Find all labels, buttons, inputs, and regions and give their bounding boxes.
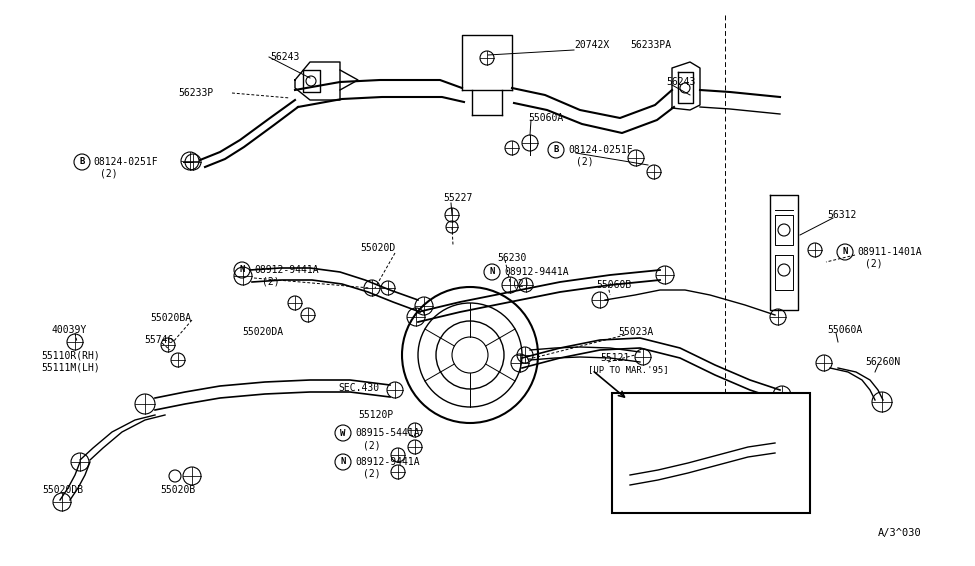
Text: [UP TO MAR.'95]: [UP TO MAR.'95] [588, 366, 669, 375]
Text: 56260N: 56260N [865, 357, 900, 367]
Bar [612, 393, 810, 513]
Text: (2): (2) [512, 279, 529, 289]
Text: (2): (2) [100, 169, 118, 179]
Text: 20742X: 20742X [574, 40, 609, 50]
Text: 55020DB: 55020DB [42, 485, 83, 495]
Text: 08912-9441A: 08912-9441A [355, 457, 419, 467]
Text: B: B [79, 157, 85, 166]
Text: 55020BA: 55020BA [150, 313, 191, 323]
Text: 40039Y: 40039Y [52, 325, 87, 335]
Text: 08911-1401A: 08911-1401A [857, 247, 921, 257]
Text: 08124-0251F: 08124-0251F [568, 145, 633, 155]
Text: 55120P: 55120P [358, 410, 393, 420]
Text: A/3^030: A/3^030 [878, 528, 921, 538]
Text: 55020B: 55020B [160, 485, 195, 495]
Text: 56243: 56243 [270, 52, 299, 62]
Text: (2): (2) [363, 469, 380, 479]
Text: N: N [842, 247, 847, 256]
Text: 56233P: 56233P [178, 88, 214, 98]
Text: 55110R(RH): 55110R(RH) [41, 350, 99, 360]
Text: 55121: 55121 [686, 453, 716, 463]
Text: SEC.430: SEC.430 [338, 383, 379, 393]
Text: 55020D: 55020D [360, 243, 395, 253]
Text: 56230: 56230 [497, 253, 526, 263]
Text: 56233PA: 56233PA [630, 40, 671, 50]
Text: 08124-0251F: 08124-0251F [93, 157, 158, 167]
Text: (2): (2) [576, 157, 594, 167]
Text: (2): (2) [262, 277, 280, 287]
Text: B: B [554, 145, 559, 155]
Text: 56243: 56243 [666, 77, 695, 87]
Text: (2): (2) [865, 259, 882, 269]
Text: 08915-5441A: 08915-5441A [355, 428, 419, 438]
Text: N: N [340, 457, 346, 466]
Text: 55227: 55227 [443, 193, 472, 203]
Text: N: N [489, 268, 494, 277]
Text: W: W [340, 428, 346, 438]
Text: 55121: 55121 [600, 353, 630, 363]
Text: [FROM MAR.'95]: [FROM MAR.'95] [620, 410, 695, 419]
Text: 55746: 55746 [144, 335, 174, 345]
Text: 55060A: 55060A [528, 113, 564, 123]
Text: 55020DA: 55020DA [242, 327, 283, 337]
Text: 55060B: 55060B [596, 280, 631, 290]
Text: (2): (2) [363, 441, 380, 451]
Text: 08912-9441A: 08912-9441A [254, 265, 319, 275]
Text: 08912-9441A: 08912-9441A [504, 267, 568, 277]
Text: 55111M(LH): 55111M(LH) [41, 362, 99, 372]
Text: N: N [239, 265, 245, 275]
Text: 55023A: 55023A [618, 327, 653, 337]
Text: 56312: 56312 [827, 210, 856, 220]
Text: 55060A: 55060A [827, 325, 862, 335]
